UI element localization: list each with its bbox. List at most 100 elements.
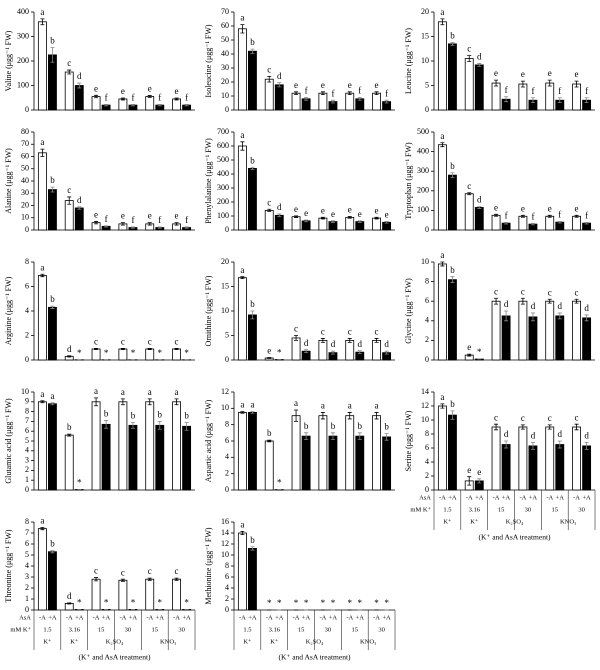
significance-letter: a <box>40 389 44 399</box>
significance-letter: f <box>585 86 588 96</box>
group-label: K⁺ <box>243 638 252 645</box>
bar <box>172 98 181 111</box>
series-name: +A <box>248 614 257 621</box>
error-bar <box>330 220 335 223</box>
bar <box>291 415 301 491</box>
y-tick-label: 10 <box>21 387 29 396</box>
error-bar <box>94 577 99 582</box>
error-bar <box>557 440 562 449</box>
significance-letter: a <box>175 387 179 397</box>
significance-letter: c <box>267 197 271 207</box>
significance-letter: a <box>148 387 152 397</box>
x-tick-label: 15 <box>298 626 305 633</box>
y-tick-label: 5 <box>425 80 429 89</box>
x-tick-label: 30 <box>125 626 132 633</box>
x-tick-label: 3.16 <box>269 626 281 633</box>
row-label: AsA <box>419 494 431 501</box>
error-bar <box>467 476 472 486</box>
significance-letter: c <box>521 413 525 423</box>
row-label: AsA <box>19 614 31 621</box>
significance-letter: c <box>94 566 98 576</box>
error-bar <box>504 310 509 322</box>
significance-letter: e <box>548 203 552 213</box>
significance-letter: f <box>185 215 188 225</box>
error-bar <box>250 546 255 551</box>
bar <box>318 415 328 491</box>
bar <box>91 96 101 111</box>
error-bar <box>120 347 125 350</box>
error-bar <box>450 172 455 178</box>
significance-letter: * <box>347 598 352 608</box>
significance-letter: f <box>505 85 508 95</box>
y-tick-label: 8 <box>225 419 229 428</box>
y-tick-label: 8 <box>225 561 229 570</box>
significance-letter: b <box>250 37 255 47</box>
significance-letter: b <box>331 421 336 431</box>
significance-letter: c <box>267 64 271 74</box>
y-tick-label: 500 <box>217 155 229 164</box>
error-bar <box>94 347 99 350</box>
y-tick-label: 15 <box>421 31 429 40</box>
significance-letter: e <box>467 342 471 352</box>
series-name: +A <box>529 494 538 501</box>
bar <box>318 92 328 111</box>
bar <box>572 215 581 231</box>
y-tick-label: 2 <box>25 330 29 339</box>
series-name: -A <box>173 614 180 621</box>
significance-letter: e <box>348 205 352 215</box>
error-bar <box>77 206 82 210</box>
bar <box>545 426 555 491</box>
bar <box>48 306 57 361</box>
error-bar <box>277 213 282 218</box>
significance-letter: * <box>104 598 109 608</box>
bar <box>437 263 447 361</box>
x-tick-label: 3.16 <box>69 626 81 633</box>
significance-letter: c <box>467 181 471 191</box>
significance-letter: b <box>50 36 55 46</box>
significance-letter: e <box>575 203 579 213</box>
error-bar <box>184 103 189 107</box>
error-bar <box>504 96 509 103</box>
significance-letter: a <box>250 400 254 410</box>
series-name: -A <box>146 614 153 621</box>
error-bar <box>174 222 179 226</box>
y-tick-label: 10 <box>421 257 429 266</box>
error-bar <box>40 400 45 404</box>
y-tick-label: 12 <box>421 401 429 410</box>
bar <box>518 215 528 231</box>
x-tick-label: 1.5 <box>443 506 451 513</box>
bar <box>74 85 84 111</box>
significance-letter: e <box>121 211 125 221</box>
bar <box>37 275 47 361</box>
bar <box>345 415 355 491</box>
significance-letter: b <box>304 421 309 431</box>
error-bar <box>267 357 272 359</box>
error-bar <box>320 412 325 420</box>
significance-letter: b <box>450 399 455 409</box>
bar <box>518 426 528 491</box>
significance-letter: d <box>531 430 536 440</box>
series-name: +A <box>382 614 391 621</box>
y-tick-label: 100 <box>17 80 29 89</box>
bar <box>37 152 47 231</box>
bar <box>355 435 365 491</box>
y-tick-label: 14 <box>221 528 229 537</box>
bar <box>545 82 555 111</box>
y-tick-label: 70 <box>221 7 229 16</box>
error-bar <box>267 76 272 83</box>
error-bar <box>147 398 152 406</box>
y-tick-label: 30 <box>221 63 229 72</box>
y-tick-label: 6 <box>425 443 429 452</box>
bar <box>91 401 101 491</box>
bar <box>248 412 257 491</box>
y-axis-label: Aspartic acid (μgg⁻¹ FW) <box>204 399 213 482</box>
y-tick-label: 6 <box>225 572 229 581</box>
significance-letter: b <box>250 299 255 309</box>
significance-letter: a <box>94 386 98 396</box>
significance-letter: b <box>450 265 455 275</box>
bar <box>48 54 57 111</box>
error-bar <box>40 148 45 157</box>
group-label: K₂SO₄ <box>306 638 324 645</box>
series-name: +A <box>182 614 191 621</box>
bar <box>237 145 247 231</box>
